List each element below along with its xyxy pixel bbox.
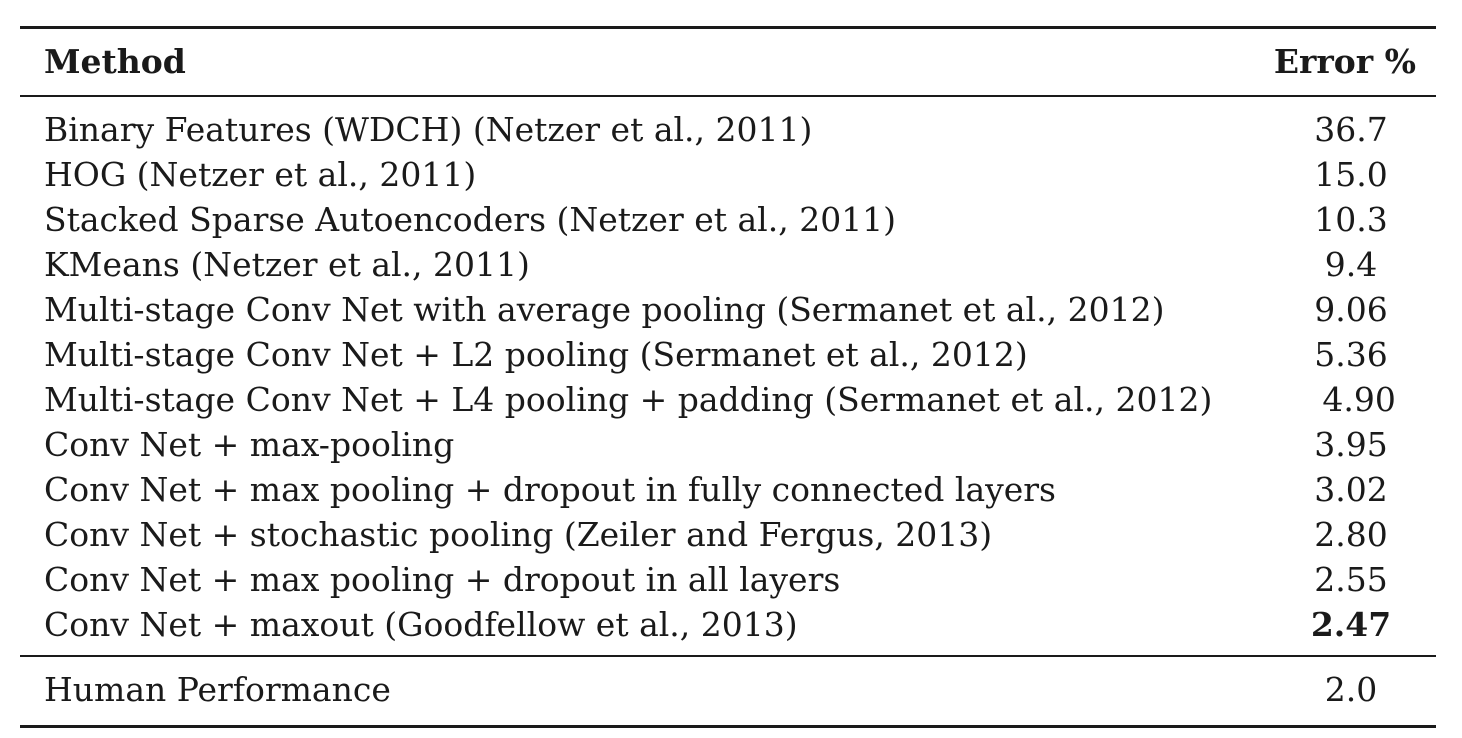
error-cell: 2.80	[1314, 515, 1388, 554]
error-cell: 2.0	[1324, 670, 1378, 709]
method-cell: HOG (Netzer et al., 2011)	[44, 155, 477, 194]
table-row: KMeans (Netzer et al., 2011) 9.4	[20, 242, 1436, 287]
method-cell: Conv Net + max-pooling	[44, 425, 455, 464]
table-row: Multi-stage Conv Net + L4 pooling + padd…	[20, 377, 1436, 422]
method-cell: Multi-stage Conv Net + L4 pooling + padd…	[44, 380, 1213, 419]
error-cell: 10.3	[1314, 200, 1388, 239]
method-cell: Multi-stage Conv Net with average poolin…	[44, 290, 1165, 329]
table-row: HOG (Netzer et al., 2011) 15.0	[20, 152, 1436, 197]
method-cell: Conv Net + max pooling + dropout in full…	[44, 470, 1056, 509]
method-cell: Conv Net + maxout (Goodfellow et al., 20…	[44, 605, 798, 644]
table-header: Method Error %	[20, 29, 1436, 95]
results-table: Method Error % Binary Features (WDCH) (N…	[20, 26, 1436, 728]
error-cell: 9.06	[1314, 290, 1388, 329]
table-row: Conv Net + max-pooling 3.95	[20, 422, 1436, 467]
error-cell: 2.55	[1314, 560, 1388, 599]
error-cell: 15.0	[1314, 155, 1388, 194]
table-row: Binary Features (WDCH) (Netzer et al., 2…	[20, 107, 1436, 152]
table-row: Conv Net + max pooling + dropout in full…	[20, 467, 1436, 512]
method-cell: Binary Features (WDCH) (Netzer et al., 2…	[44, 110, 813, 149]
table-row: Stacked Sparse Autoencoders (Netzer et a…	[20, 197, 1436, 242]
error-cell: 3.02	[1314, 470, 1388, 509]
table-row: Conv Net + max pooling + dropout in all …	[20, 557, 1436, 602]
top-rule	[20, 26, 1436, 29]
error-cell: 3.95	[1314, 425, 1388, 464]
footer-rule	[20, 655, 1436, 657]
table-row: Multi-stage Conv Net + L2 pooling (Serma…	[20, 332, 1436, 377]
error-cell: 5.36	[1314, 335, 1388, 374]
method-cell: Multi-stage Conv Net + L2 pooling (Serma…	[44, 335, 1028, 374]
method-cell: Human Performance	[44, 670, 391, 709]
header-method: Method	[44, 42, 186, 81]
error-cell: 36.7	[1314, 110, 1388, 149]
method-cell: KMeans (Netzer et al., 2011)	[44, 245, 530, 284]
table-body: Binary Features (WDCH) (Netzer et al., 2…	[20, 97, 1436, 655]
table-row: Conv Net + stochastic pooling (Zeiler an…	[20, 512, 1436, 557]
human-performance-row: Human Performance 2.0	[20, 665, 1436, 715]
header-rule	[20, 95, 1436, 97]
bottom-rule	[20, 725, 1436, 728]
table-footer: Human Performance 2.0	[20, 657, 1436, 725]
table-row: Conv Net + maxout (Goodfellow et al., 20…	[20, 602, 1436, 647]
error-cell: 9.4	[1324, 245, 1378, 284]
error-cell: 4.90	[1322, 380, 1396, 419]
method-cell: Stacked Sparse Autoencoders (Netzer et a…	[44, 200, 897, 239]
table-row: Multi-stage Conv Net with average poolin…	[20, 287, 1436, 332]
header-error: Error %	[1273, 42, 1416, 81]
best-error-cell: 2.47	[1310, 605, 1392, 644]
method-cell: Conv Net + stochastic pooling (Zeiler an…	[44, 515, 993, 554]
method-cell: Conv Net + max pooling + dropout in all …	[44, 560, 841, 599]
